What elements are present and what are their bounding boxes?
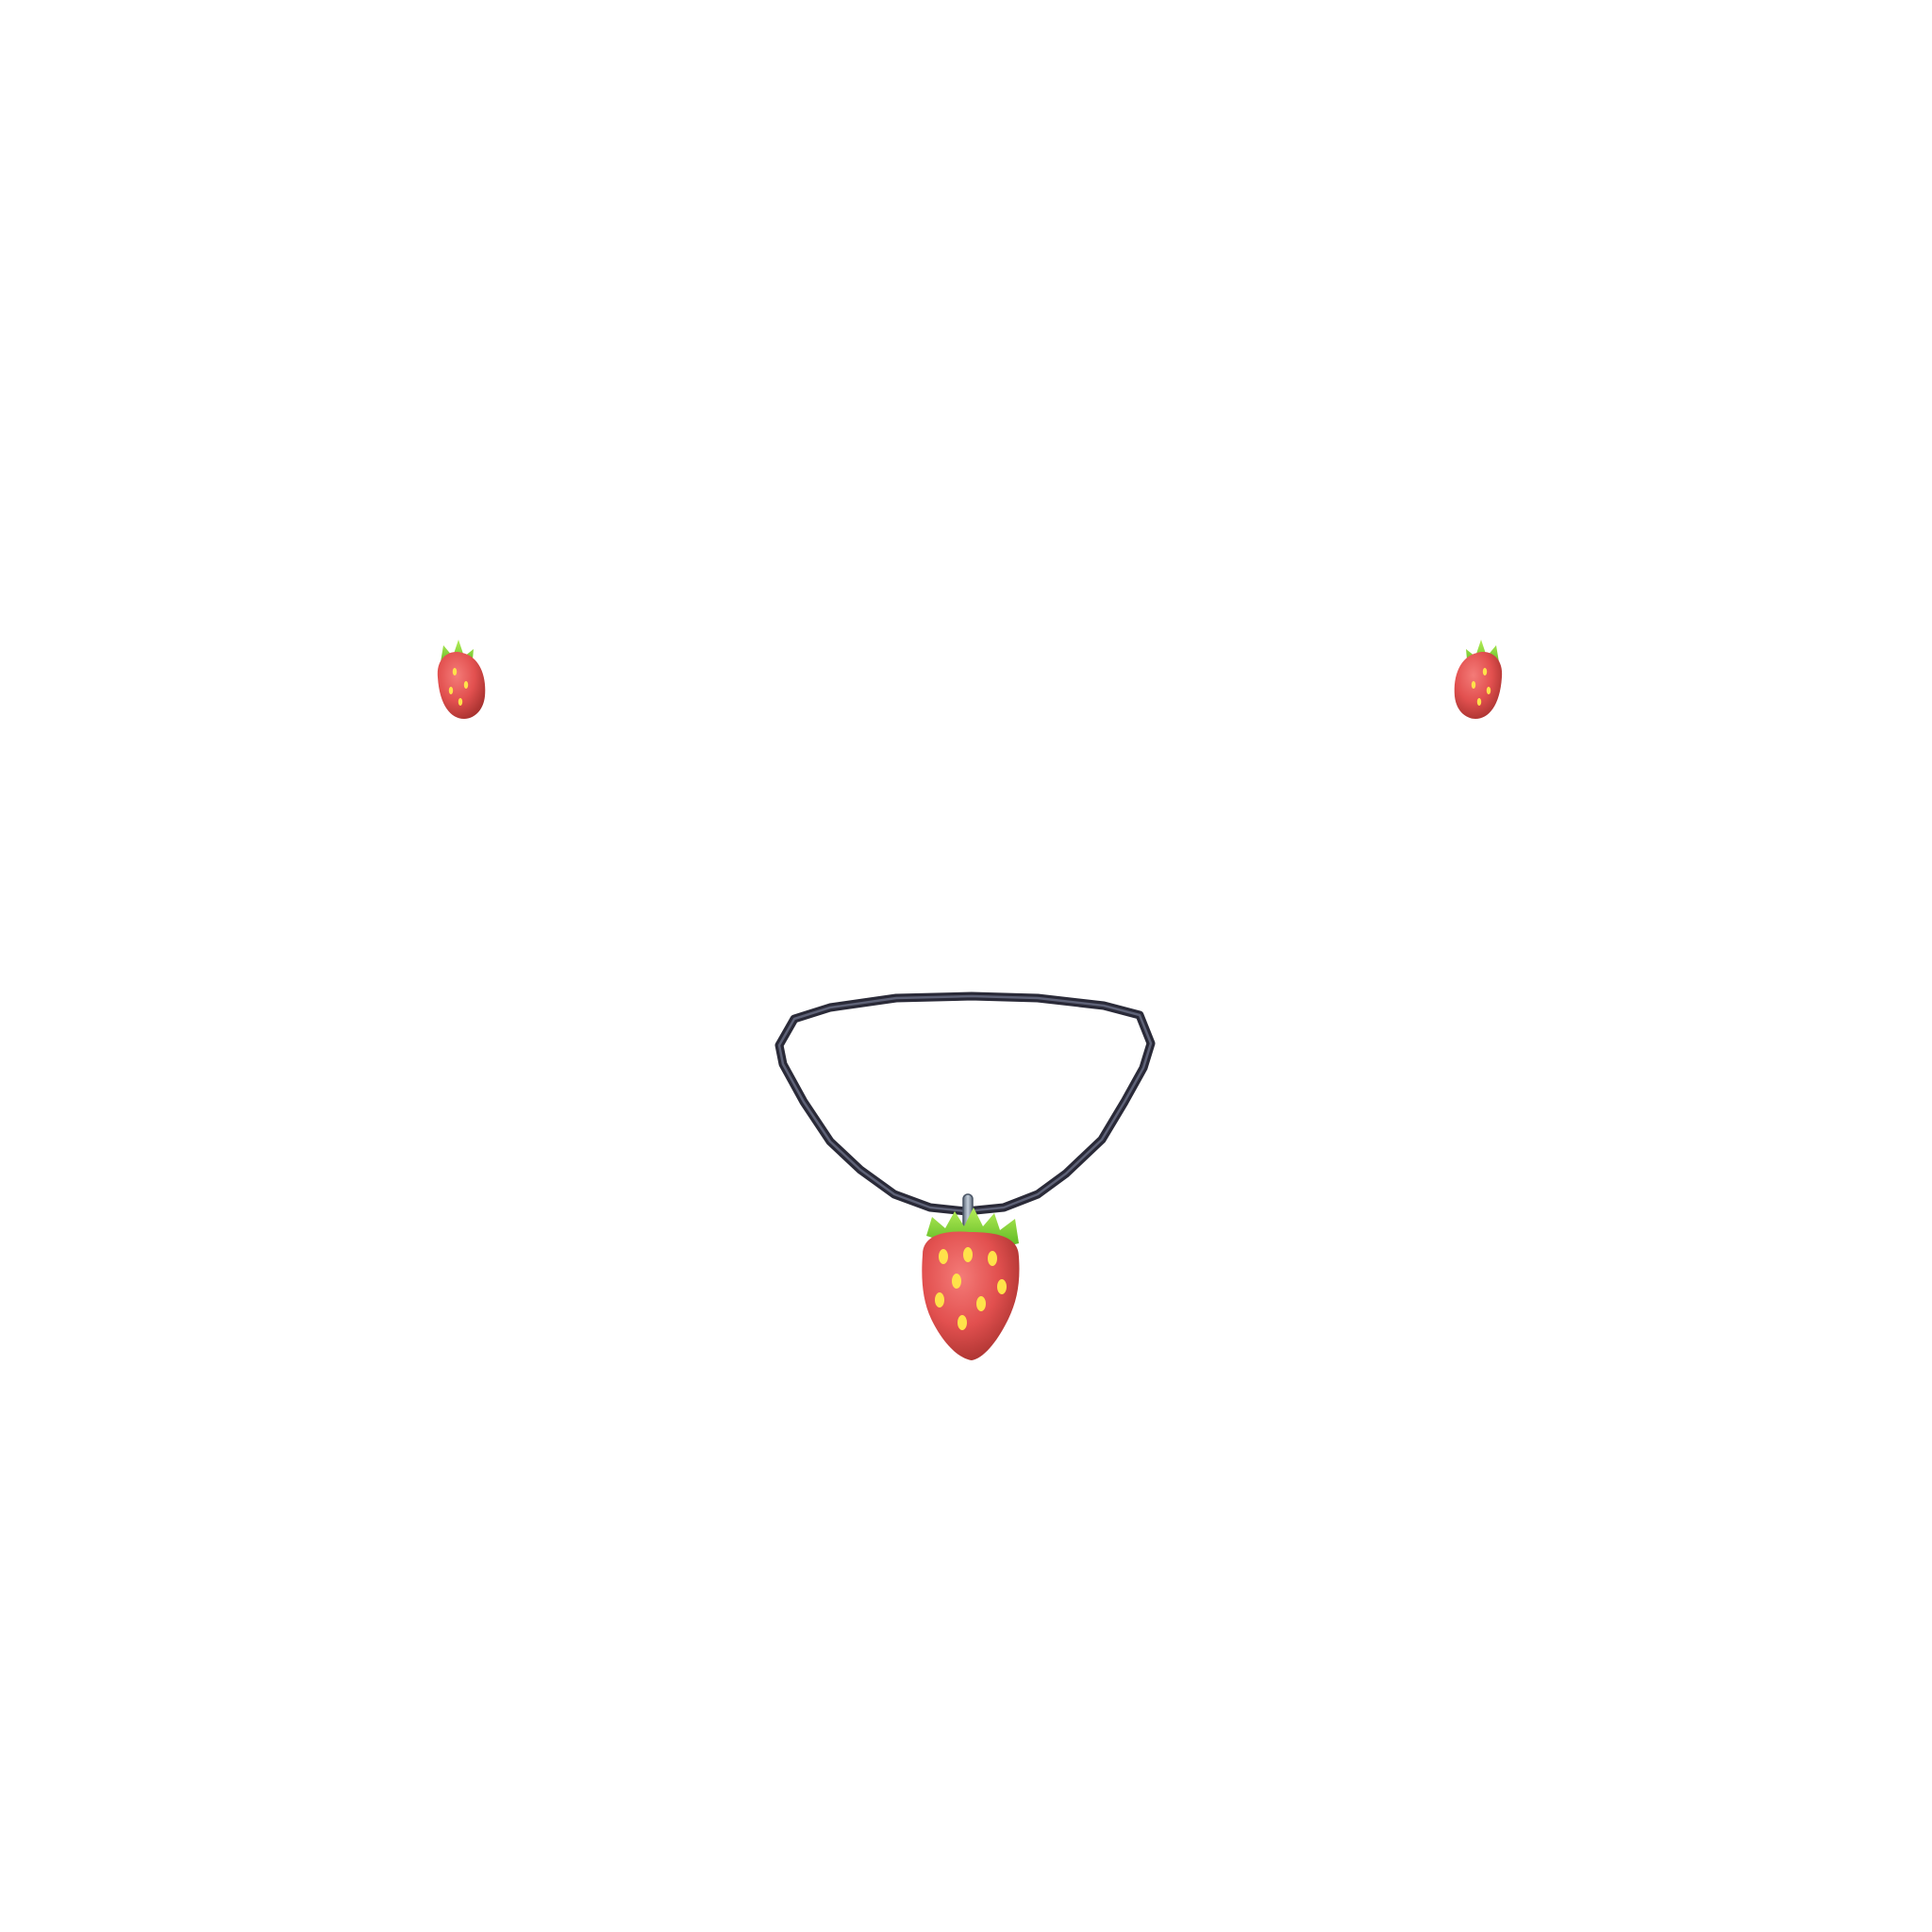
strawberry-pendant-necklace <box>774 991 1156 1360</box>
necklace-cord <box>774 991 1156 1216</box>
strawberry-earring-right <box>1454 640 1503 719</box>
strawberry-icon <box>922 1208 1020 1360</box>
strawberry-icon <box>437 640 486 719</box>
strawberry-icon <box>1454 640 1503 719</box>
strawberry-pendant <box>922 1208 1020 1360</box>
strawberry-earring-left <box>437 640 486 719</box>
